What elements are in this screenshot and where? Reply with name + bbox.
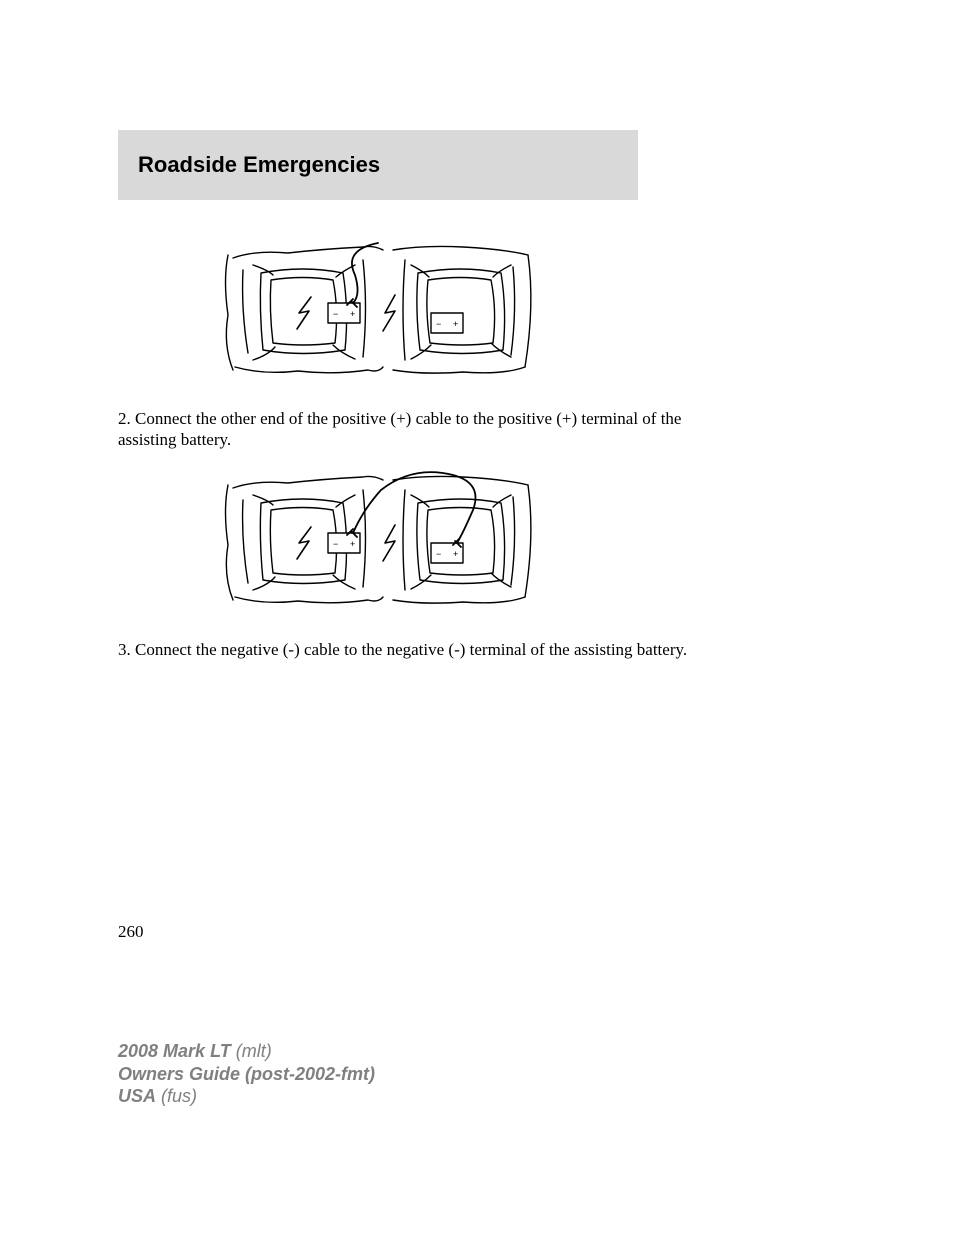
section-header-bar: Roadside Emergencies xyxy=(118,130,638,200)
jump-start-diagram-2: − + − + xyxy=(213,455,543,625)
svg-text:+: + xyxy=(350,309,355,319)
footer-line-3: USA (fus) xyxy=(118,1085,375,1108)
svg-text:−: − xyxy=(333,539,338,549)
footer-line-2: Owners Guide (post-2002-fmt) xyxy=(118,1063,375,1086)
footer-line-1: 2008 Mark LT (mlt) xyxy=(118,1040,375,1063)
svg-text:−: − xyxy=(436,549,441,559)
svg-text:−: − xyxy=(436,319,441,329)
jump-start-diagram-1: − + − + xyxy=(213,225,543,395)
step-3-text: 3. Connect the negative (-) cable to the… xyxy=(118,639,708,660)
page-number: 260 xyxy=(118,922,144,942)
section-title: Roadside Emergencies xyxy=(138,152,380,178)
step-2-text: 2. Connect the other end of the positive… xyxy=(118,408,708,451)
svg-text:+: + xyxy=(453,549,458,559)
svg-text:+: + xyxy=(350,539,355,549)
figure-2-container: − + − + xyxy=(118,455,638,625)
figure-1-container: − + − + xyxy=(118,225,638,395)
svg-text:+: + xyxy=(453,319,458,329)
footer-region: USA xyxy=(118,1086,156,1106)
footer-region-code: (fus) xyxy=(156,1086,197,1106)
manual-page: Roadside Emergencies xyxy=(0,0,954,1235)
footer-block: 2008 Mark LT (mlt) Owners Guide (post-20… xyxy=(118,1040,375,1108)
footer-model-code: (mlt) xyxy=(231,1041,272,1061)
footer-model: 2008 Mark LT xyxy=(118,1041,231,1061)
svg-text:−: − xyxy=(333,309,338,319)
